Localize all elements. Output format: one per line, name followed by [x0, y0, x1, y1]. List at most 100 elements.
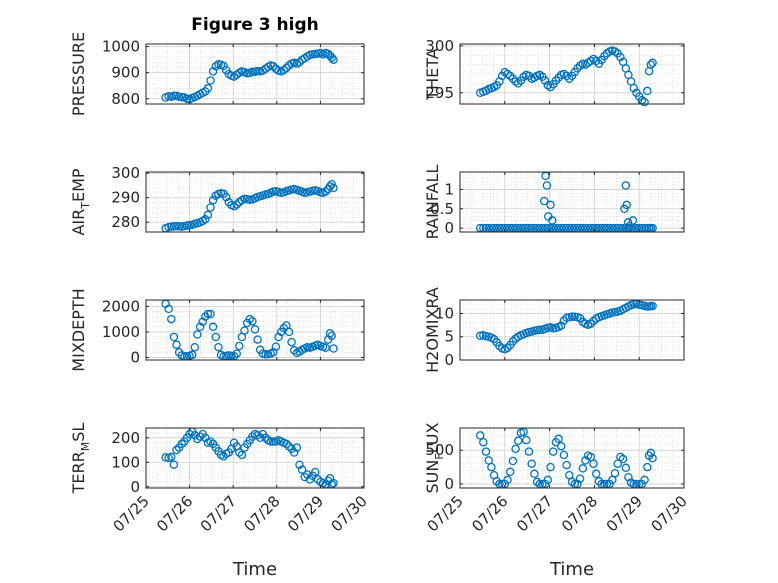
data-point: [284, 442, 294, 451]
data-point: [206, 309, 215, 319]
data-point: [546, 462, 555, 472]
data-point: [648, 301, 657, 311]
data-point: [169, 460, 179, 469]
y-axis-label: SUNFLUX: [423, 422, 446, 493]
data-point: [190, 342, 200, 352]
data-point: [524, 71, 534, 81]
data-point: [487, 462, 496, 472]
data-point: [221, 192, 231, 202]
data-point: [232, 200, 241, 209]
data-point: [282, 63, 291, 73]
data-point: [508, 337, 518, 346]
x-tick-label: 07/27: [197, 492, 240, 535]
data-point: [289, 346, 299, 355]
series-markers: [475, 46, 657, 107]
data-point: [575, 474, 585, 483]
data-point: [237, 450, 247, 460]
y-tick-label: 500: [425, 441, 454, 459]
series-markers: [475, 427, 657, 489]
data-point: [295, 58, 304, 67]
data-point: [201, 312, 210, 321]
x-tick-label: 07/29: [284, 492, 327, 535]
subplot-1: 800 900 1000 PRESSURE Figure 3 high: [69, 15, 365, 116]
x-tick-label: 07/28: [558, 492, 601, 535]
data-point: [616, 52, 625, 62]
data-point: [206, 76, 215, 85]
y-axis-label: TERRMSL: [69, 423, 92, 495]
data-point: [240, 194, 249, 204]
data-point: [208, 322, 218, 332]
data-point: [578, 464, 588, 473]
y-axis-label: THETA: [423, 48, 442, 100]
data-point: [591, 469, 601, 479]
y-tick-label: 200: [111, 429, 140, 447]
data-point: [508, 456, 518, 466]
x-tick-label: 07/26: [153, 492, 196, 535]
axes-box: [145, 171, 365, 233]
data-point: [541, 171, 550, 181]
data-point: [527, 459, 536, 468]
data-point: [542, 181, 552, 190]
data-point: [240, 326, 249, 335]
data-point: [161, 453, 170, 462]
x-tick-label: 07/30: [328, 492, 371, 535]
data-point: [167, 314, 176, 324]
data-point: [640, 97, 649, 107]
x-tick-label: 07/29: [603, 492, 646, 535]
series-markers: [161, 299, 338, 361]
y-tick-label: 0: [130, 478, 140, 496]
data-point: [643, 86, 652, 96]
data-point: [174, 222, 184, 231]
data-point: [327, 53, 336, 62]
data-point: [546, 200, 555, 210]
data-point: [643, 462, 652, 472]
data-point: [648, 454, 657, 463]
series-markers: [475, 299, 657, 354]
data-point: [303, 470, 312, 479]
data-point: [172, 445, 181, 455]
data-point: [253, 335, 262, 344]
y-tick-label: 300: [425, 37, 454, 55]
data-point: [269, 61, 278, 71]
series-markers: [161, 48, 338, 104]
x-tick-label: 07/30: [648, 492, 691, 535]
y-tick-label: 295: [425, 84, 454, 102]
data-point: [623, 218, 633, 227]
data-point: [235, 341, 244, 351]
data-point: [600, 51, 609, 61]
data-point: [524, 447, 534, 456]
data-point: [327, 331, 336, 340]
data-point: [248, 316, 257, 326]
data-point: [548, 447, 558, 456]
y-tick-label: 300: [111, 164, 140, 182]
data-point: [193, 434, 202, 444]
data-point: [481, 447, 491, 456]
data-point: [219, 61, 228, 71]
y-tick-label: 800: [111, 90, 140, 108]
data-point: [214, 342, 223, 352]
axes-box: [459, 299, 685, 361]
data-point: [201, 215, 210, 224]
y-tick-label: 280: [111, 213, 140, 231]
y-tick-label: 0: [444, 219, 454, 237]
data-point: [562, 460, 571, 470]
data-point: [279, 65, 289, 75]
x-tick-label: 07/27: [513, 492, 556, 535]
data-point: [248, 432, 257, 441]
data-point: [565, 74, 574, 83]
data-point: [253, 431, 262, 440]
data-point: [621, 181, 631, 190]
data-point: [621, 463, 631, 473]
data-point: [203, 210, 213, 220]
data-point: [211, 332, 221, 342]
y-tick-label: 1000: [102, 323, 140, 341]
subplot-5: 0 1000 2000 MIXDEPTH: [69, 288, 365, 372]
data-point: [198, 317, 207, 326]
data-point: [535, 325, 544, 335]
data-point: [543, 475, 553, 485]
data-point: [475, 431, 485, 440]
data-point: [193, 330, 202, 339]
data-point: [300, 472, 309, 482]
